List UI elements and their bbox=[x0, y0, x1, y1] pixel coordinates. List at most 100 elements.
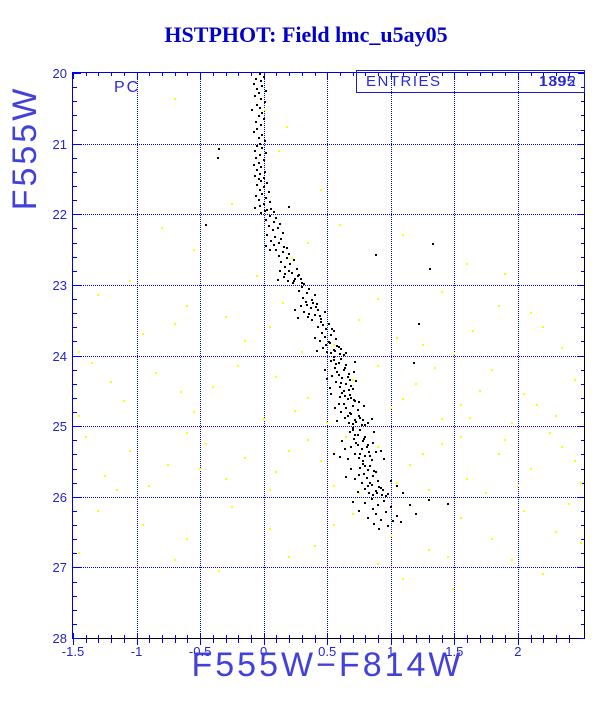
data-point-good-photometry bbox=[277, 242, 280, 245]
data-point-good-photometry bbox=[275, 216, 278, 219]
data-point-good-photometry bbox=[350, 413, 353, 416]
data-point-good-photometry bbox=[257, 161, 260, 164]
data-point-good-photometry bbox=[253, 149, 256, 152]
data-point-flagged-photometry bbox=[288, 555, 291, 558]
y-axis-title: F555W bbox=[6, 85, 44, 211]
data-point-good-photometry bbox=[314, 306, 317, 309]
data-point-good-photometry bbox=[262, 117, 265, 120]
x-minor-tick bbox=[492, 635, 494, 643]
y-minor-tick bbox=[73, 313, 77, 315]
data-point-good-photometry bbox=[266, 209, 269, 211]
y-minor-tick bbox=[73, 242, 77, 244]
x-minor-tick-top bbox=[98, 73, 100, 76]
data-point-good-photometry bbox=[256, 168, 259, 171]
data-point-good-photometry bbox=[399, 521, 402, 524]
y-major-tick bbox=[73, 73, 81, 74]
data-point-good-photometry bbox=[261, 134, 264, 137]
y-minor-tick-right bbox=[581, 171, 584, 173]
data-point-flagged-photometry bbox=[110, 381, 113, 384]
data-point-good-photometry bbox=[346, 457, 349, 460]
x-minor-tick bbox=[416, 635, 418, 643]
data-point-good-photometry bbox=[363, 473, 366, 476]
y-minor-tick bbox=[73, 623, 77, 625]
x-major-tick-top bbox=[390, 73, 392, 79]
data-point-flagged-photometry bbox=[97, 509, 100, 512]
data-point-flagged-photometry bbox=[256, 275, 259, 278]
data-point-flagged-photometry bbox=[97, 294, 100, 297]
data-point-good-photometry bbox=[340, 411, 343, 413]
data-point-flagged-photometry bbox=[345, 435, 348, 438]
data-point-good-photometry bbox=[269, 201, 272, 204]
data-point-good-photometry bbox=[344, 448, 347, 451]
data-point-good-photometry bbox=[396, 514, 399, 517]
data-point-good-photometry bbox=[252, 131, 255, 134]
data-point-flagged-photometry bbox=[269, 488, 272, 491]
data-point-good-photometry bbox=[252, 163, 255, 166]
y-minor-tick bbox=[73, 482, 77, 484]
data-point-flagged-photometry bbox=[453, 353, 456, 356]
data-point-flagged-photometry bbox=[466, 262, 469, 265]
y-minor-tick bbox=[73, 553, 77, 555]
data-point-flagged-photometry bbox=[224, 315, 227, 318]
data-point-flagged-photometry bbox=[243, 340, 246, 343]
entries-box: ENTRIES 1892 1395 bbox=[356, 70, 585, 93]
data-point-good-photometry bbox=[351, 427, 354, 430]
plot-area: -1.5 -1 -0.5 0 0.5 1 1.5 2 20 21 22 23 24 25 26 27 28 PC… bbox=[53, 66, 585, 659]
data-point-good-photometry bbox=[330, 360, 333, 363]
data-point-flagged-photometry bbox=[307, 241, 310, 244]
data-point-good-photometry bbox=[253, 206, 256, 209]
x-minor-tick-top bbox=[149, 73, 151, 76]
data-point-good-photometry bbox=[340, 358, 343, 361]
x-minor-tick-top bbox=[174, 73, 176, 76]
data-point-flagged-photometry bbox=[173, 322, 176, 325]
y-major-tick-right bbox=[578, 355, 584, 357]
data-point-flagged-photometry bbox=[459, 403, 462, 406]
x-minor-tick bbox=[365, 635, 367, 643]
data-point-good-photometry bbox=[269, 248, 272, 251]
x-minor-tick bbox=[301, 635, 303, 643]
data-point-good-photometry bbox=[374, 512, 377, 515]
data-point-flagged-photometry bbox=[440, 442, 443, 445]
y-minor-tick bbox=[73, 228, 77, 230]
data-point-flagged-photometry bbox=[555, 531, 558, 534]
data-point-good-photometry bbox=[332, 329, 335, 332]
data-point-good-photometry bbox=[354, 478, 357, 481]
data-point-good-photometry bbox=[323, 336, 326, 339]
x-major-tick-top bbox=[73, 73, 74, 79]
y-tick-label: 28 bbox=[52, 631, 67, 646]
data-point-good-photometry bbox=[366, 444, 369, 447]
x-tick-label: -1.5 bbox=[61, 644, 85, 659]
y-major-tick bbox=[73, 638, 81, 639]
x-major-tick bbox=[200, 633, 202, 645]
data-point-flagged-photometry bbox=[389, 534, 392, 537]
x-minor-tick bbox=[479, 635, 481, 643]
y-tick-label: 23 bbox=[52, 277, 67, 293]
data-point-good-photometry bbox=[281, 231, 284, 234]
data-point-good-photometry bbox=[283, 246, 285, 249]
y-minor-tick-right bbox=[581, 623, 584, 625]
x-minor-tick bbox=[123, 635, 125, 643]
x-major-tick-top bbox=[454, 73, 456, 79]
data-point-good-photometry bbox=[294, 308, 297, 311]
data-point-good-photometry bbox=[365, 477, 368, 480]
x-minor-tick-top bbox=[505, 73, 507, 76]
data-point-good-photometry bbox=[299, 305, 302, 308]
data-point-good-photometry bbox=[331, 328, 334, 331]
data-point-good-photometry bbox=[342, 368, 345, 371]
data-point-good-photometry bbox=[270, 240, 273, 243]
x-minor-tick bbox=[161, 635, 163, 643]
data-point-good-photometry bbox=[373, 469, 376, 472]
y-minor-tick bbox=[73, 510, 77, 512]
data-point-good-photometry bbox=[272, 244, 275, 247]
data-point-flagged-photometry bbox=[523, 509, 526, 512]
x-minor-tick bbox=[85, 635, 87, 643]
x-major-tick bbox=[454, 633, 456, 645]
data-point-good-photometry bbox=[369, 482, 372, 485]
data-point-good-photometry bbox=[370, 459, 373, 462]
data-point-good-photometry bbox=[349, 411, 352, 414]
data-point-good-photometry bbox=[347, 421, 350, 424]
y-minor-tick-right bbox=[581, 595, 584, 597]
data-point-flagged-photometry bbox=[421, 453, 424, 456]
data-point-good-photometry bbox=[371, 442, 374, 445]
data-point-flagged-photometry bbox=[497, 305, 500, 308]
